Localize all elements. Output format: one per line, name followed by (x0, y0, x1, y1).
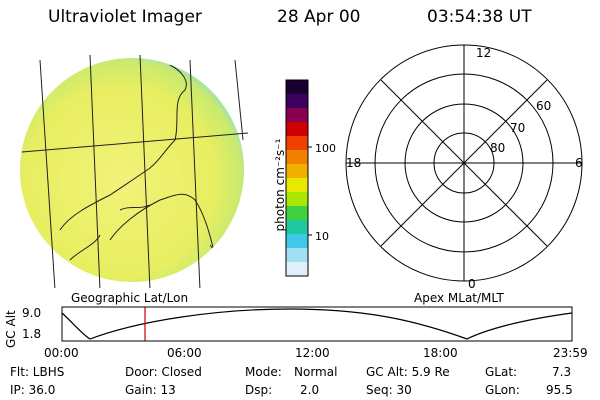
colorbar-swatch (286, 136, 308, 151)
colorbar (285, 79, 312, 277)
lat-label-70: 70 (510, 121, 526, 135)
xtick-0600: 06:00 (167, 346, 202, 360)
xtick-1200: 12:00 (295, 346, 330, 360)
colorbar-tick-10: 10 (315, 230, 329, 243)
mode-value: Normal (294, 365, 338, 379)
colorbar-frame (285, 79, 309, 277)
colorbar-swatch (286, 220, 308, 235)
mlt-label-0: 0 (468, 277, 476, 291)
mlt-label-6: 6 (575, 156, 583, 170)
lat-label-80: 80 (490, 141, 506, 155)
altitude-ytick-9: 9.0 (22, 306, 42, 320)
colorbar-tick-100: 100 (315, 142, 336, 155)
glat-value: 7.3 (552, 365, 572, 379)
ip-info: IP: 36.0 (10, 383, 56, 397)
mlt-label-18: 18 (346, 156, 362, 170)
colorbar-swatch (286, 80, 308, 95)
colorbar-swatch (286, 248, 308, 263)
xtick-2359: 23:59 (553, 346, 588, 360)
dsp-label: Dsp: (245, 383, 273, 397)
colorbar-swatch (286, 94, 308, 109)
observation-date: 28 Apr 00 (277, 7, 361, 27)
gc-alt-info: GC Alt: 5.9 Re (366, 365, 450, 379)
glon-value: 95.5 (546, 383, 573, 397)
colorbar-swatch (286, 150, 308, 165)
mlt-label-12: 12 (476, 46, 492, 60)
altitude-plot (61, 306, 573, 342)
polar-caption: Apex MLat/MLT (414, 291, 504, 305)
earth-disk (20, 58, 244, 282)
xtick-1800: 18:00 (423, 346, 458, 360)
colorbar-swatch (286, 206, 308, 221)
mode-label: Mode: (245, 365, 282, 379)
dsp-value: 2.0 (300, 383, 320, 397)
lat-label-60: 60 (536, 99, 552, 113)
seq-info: Seq: 30 (366, 383, 412, 397)
xtick-0000: 00:00 (44, 346, 79, 360)
colorbar-swatch (286, 164, 308, 179)
observation-time: 03:54:38 UT (427, 7, 532, 27)
filter-info: Flt: LBHS (10, 365, 65, 379)
gain-info: Gain: 13 (125, 383, 176, 397)
polar-plot (345, 44, 583, 282)
glat-label: GLat: (485, 365, 518, 379)
instrument-title: Ultraviolet Imager (48, 7, 202, 27)
colorbar-unit-label: photon cm⁻²s⁻¹ (273, 138, 287, 232)
uv-image-panel (20, 54, 249, 288)
altitude-plot-frame (61, 306, 573, 342)
colorbar-swatch (286, 192, 308, 207)
colorbar-swatch (286, 178, 308, 193)
graticule (22, 54, 249, 288)
colorbar-swatch (286, 122, 308, 137)
colorbar-swatch (286, 108, 308, 123)
colorbar-swatch (286, 262, 308, 277)
altitude-curve (61, 308, 573, 340)
altitude-ylabel: GC Alt (4, 310, 18, 348)
door-info: Door: Closed (125, 365, 202, 379)
altitude-ytick-1-8: 1.8 (22, 327, 42, 341)
image-caption: Geographic Lat/Lon (71, 291, 189, 305)
glon-label: GLon: (485, 383, 520, 397)
colorbar-swatch (286, 234, 308, 249)
